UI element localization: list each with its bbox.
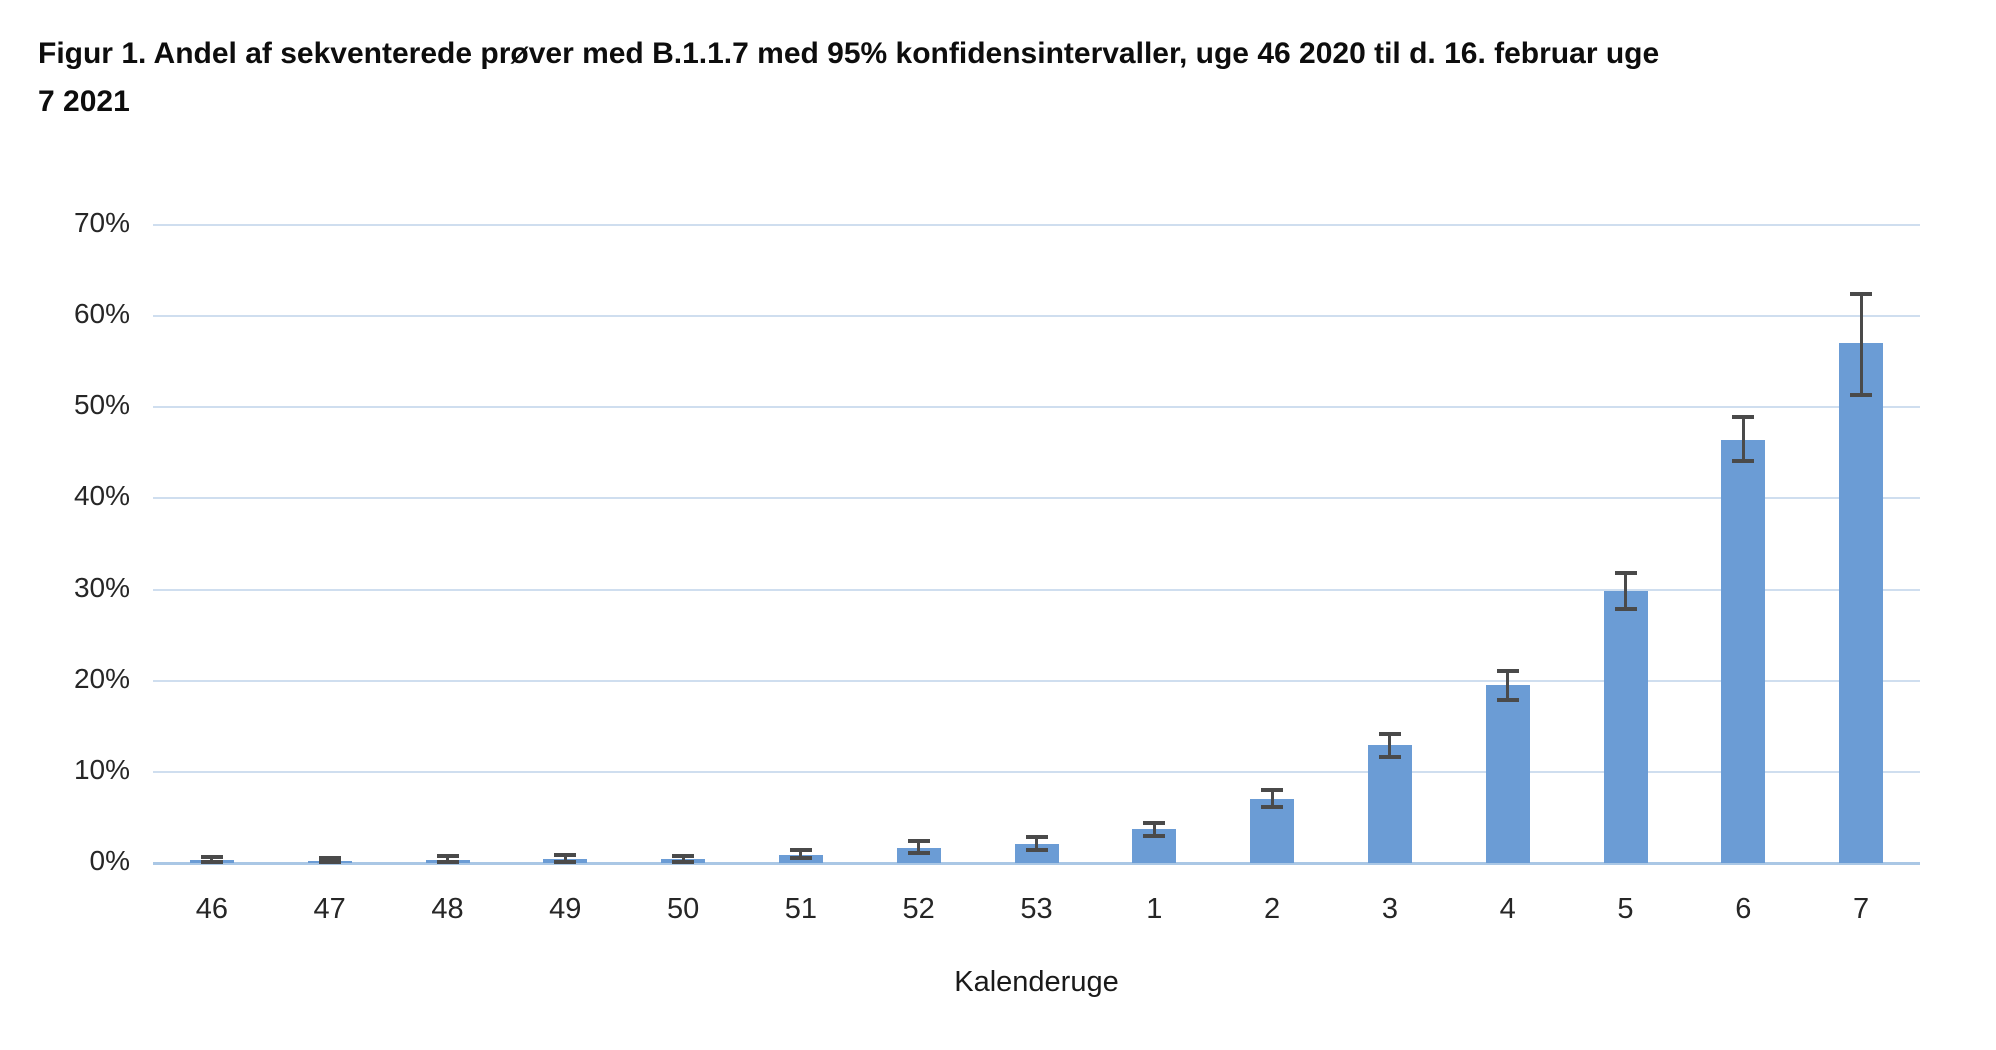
x-tick-label-week-51: 51: [784, 893, 818, 925]
error-cap-bottom-week-48: [436, 860, 459, 865]
error-bar-week-52: [917, 841, 921, 853]
error-cap-top-week-47: [318, 855, 341, 860]
error-bar-week-47: [328, 857, 332, 863]
bar-week-4: [1485, 685, 1530, 863]
bar-week-2: [1250, 799, 1295, 863]
y-tick-label-10: 10%: [73, 753, 130, 785]
error-cap-top-week-5: [1614, 571, 1637, 576]
error-cap-bottom-week-46: [200, 860, 223, 865]
figure-title-line2: 7 2021: [38, 85, 130, 118]
error-cap-top-week-1: [1143, 820, 1166, 825]
y-tick-label-50: 50%: [73, 389, 130, 421]
gridline-20: [153, 679, 1920, 682]
error-cap-bottom-week-51: [789, 856, 812, 861]
gridline-70: [153, 224, 1920, 226]
error-bar-week-7: [1859, 294, 1863, 396]
error-bar-week-53: [1035, 836, 1038, 851]
error-cap-top-week-50: [672, 853, 695, 858]
error-cap-bottom-week-2: [1261, 805, 1284, 810]
figure-title: Figur 1. Andel af sekventerede prøver me…: [38, 30, 1968, 126]
y-tick-label-70: 70%: [73, 207, 130, 238]
error-cap-bottom-week-3: [1378, 755, 1401, 760]
error-bar-week-4: [1506, 670, 1510, 700]
error-cap-top-week-3: [1378, 732, 1401, 737]
error-cap-top-week-4: [1496, 668, 1519, 673]
error-cap-bottom-week-6: [1732, 459, 1755, 464]
error-cap-top-week-51: [789, 848, 812, 853]
gridline-30: [153, 588, 1920, 591]
error-bar-week-6: [1741, 417, 1745, 462]
x-tick-label-week-47: 47: [313, 893, 346, 925]
x-tick-label-week-2: 2: [1264, 893, 1281, 925]
error-bar-week-5: [1624, 573, 1627, 609]
x-tick-label-week-7: 7: [1853, 893, 1870, 925]
x-axis-title: Kalenderuge: [954, 966, 1119, 998]
error-cap-top-week-53: [1025, 834, 1048, 839]
error-cap-top-week-7: [1850, 292, 1873, 297]
plot-area: [153, 224, 1920, 865]
error-bar-week-1: [1152, 822, 1156, 836]
x-tick-label-week-49: 49: [549, 893, 582, 925]
y-tick-label-40: 40%: [73, 480, 130, 512]
bar-week-5: [1603, 591, 1648, 863]
gridline-40: [153, 497, 1920, 500]
error-cap-top-week-6: [1732, 415, 1755, 420]
x-axis-line: [153, 862, 1920, 865]
x-tick-label-week-3: 3: [1381, 893, 1398, 925]
error-cap-bottom-week-49: [554, 860, 577, 865]
error-cap-top-week-46: [200, 854, 223, 859]
x-tick-label-week-48: 48: [431, 893, 464, 925]
bar-week-6: [1721, 440, 1766, 863]
x-tick-label-week-6: 6: [1735, 893, 1752, 925]
error-cap-bottom-week-4: [1496, 697, 1519, 702]
error-cap-bottom-week-7: [1850, 393, 1873, 398]
error-cap-top-week-2: [1261, 788, 1284, 793]
x-tick-label-week-53: 53: [1020, 893, 1053, 925]
gridline-10: [153, 770, 1920, 773]
error-cap-top-week-49: [554, 852, 577, 857]
gridline-50: [153, 406, 1920, 409]
x-tick-label-week-46: 46: [195, 893, 229, 925]
error-bar-week-3: [1388, 734, 1392, 758]
error-bar-week-50: [681, 855, 685, 863]
figure-title-line1: Figur 1. Andel af sekventerede prøver me…: [38, 37, 1660, 70]
error-bar-week-51: [799, 850, 803, 859]
x-tick-label-week-52: 52: [902, 893, 935, 925]
error-cap-bottom-week-1: [1143, 833, 1166, 838]
x-tick-label-week-4: 4: [1499, 893, 1516, 925]
y-tick-label-60: 60%: [73, 298, 130, 330]
x-tick-label-week-1: 1: [1146, 893, 1163, 925]
y-tick-label-30: 30%: [73, 571, 130, 603]
error-cap-bottom-week-53: [1025, 848, 1048, 853]
gridline-60: [153, 315, 1920, 318]
y-tick-label-20: 20%: [73, 662, 130, 694]
error-cap-bottom-week-5: [1614, 606, 1637, 611]
y-tick-label-0: 0%: [89, 845, 130, 876]
x-tick-label-week-50: 50: [666, 893, 700, 925]
error-cap-bottom-week-52: [907, 850, 930, 855]
error-cap-top-week-48: [436, 853, 459, 858]
error-bar-week-49: [563, 854, 567, 863]
error-bar-week-2: [1270, 790, 1274, 808]
error-cap-bottom-week-47: [318, 860, 341, 865]
error-bar-week-46: [210, 856, 214, 863]
error-bar-week-48: [446, 855, 449, 863]
error-cap-top-week-52: [907, 839, 930, 844]
bar-week-3: [1367, 745, 1412, 863]
error-cap-bottom-week-50: [672, 860, 695, 865]
x-tick-label-week-5: 5: [1617, 893, 1634, 925]
bar-week-7: [1839, 343, 1884, 863]
